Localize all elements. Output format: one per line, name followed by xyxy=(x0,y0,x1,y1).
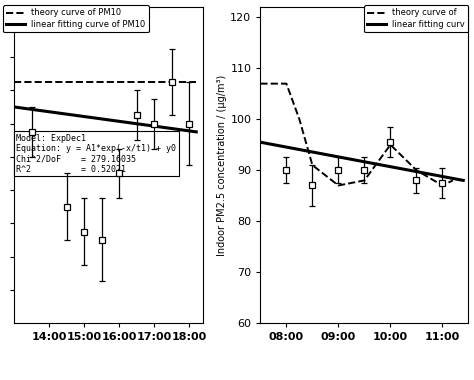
Y-axis label: Indoor PM2.5 concentration / (μg/m³): Indoor PM2.5 concentration / (μg/m³) xyxy=(218,74,228,256)
Text: Model: ExpDec1
Equation: y = A1*exp(-x/t1) + y0
Chi^2/DoF    = 279.16035
R^2    : Model: ExpDec1 Equation: y = A1*exp(-x/t… xyxy=(16,133,176,174)
Legend: theory curve of PM10, linear fitting curve of PM10: theory curve of PM10, linear fitting cur… xyxy=(3,5,149,32)
Legend: theory curve of, linear fitting curv: theory curve of, linear fitting curv xyxy=(364,5,468,32)
